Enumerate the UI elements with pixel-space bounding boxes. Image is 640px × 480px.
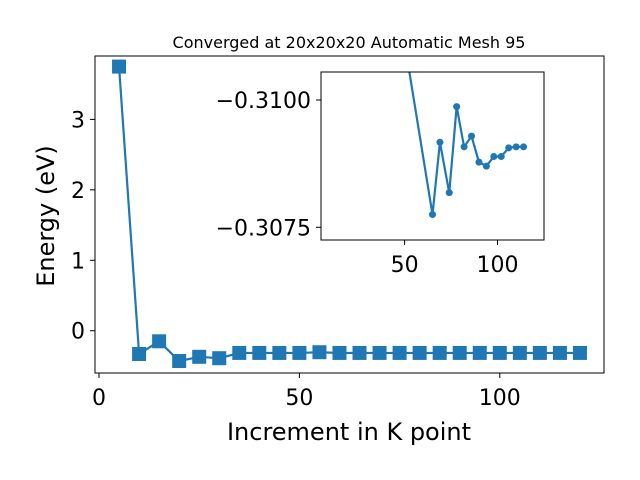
y-tick-label: 1 — [71, 249, 85, 274]
main-data-point — [192, 349, 207, 364]
main-data-point — [112, 59, 127, 74]
main-axes: 0 50 100 0 1 2 3 — [71, 55, 605, 411]
main-data-point — [232, 345, 247, 360]
inset-data-point — [429, 211, 436, 219]
main-data-point — [532, 345, 547, 360]
inset-data-point — [468, 132, 476, 140]
x-tick-label: 100 — [479, 386, 521, 411]
inset-x-tick-label: 50 — [391, 253, 419, 278]
main-data-point — [252, 345, 267, 360]
main-data-point — [492, 345, 507, 360]
main-data-point — [332, 345, 347, 360]
main-data-point — [372, 345, 387, 360]
inset-data-point — [482, 162, 490, 170]
inset-data-point — [497, 153, 505, 161]
inset-y-tick-label: −0.3075 — [216, 216, 311, 241]
x-tick-label: 0 — [92, 386, 106, 411]
inset-data-point — [512, 143, 520, 151]
main-data-point — [392, 345, 407, 360]
y-tick-label: 2 — [71, 179, 85, 204]
inset-axes: 50 100 −0.3100 −0.3075 — [216, 71, 545, 278]
inset-data-point — [460, 143, 468, 151]
main-data-point — [472, 345, 487, 360]
main-data-point — [552, 345, 567, 360]
main-data-point — [292, 345, 307, 360]
x-axis-title: Increment in K point — [227, 418, 471, 446]
inset-data-point — [445, 189, 453, 197]
main-data-point — [172, 354, 187, 369]
inset-y-tick-label: −0.3100 — [216, 89, 311, 114]
x-tick-label: 50 — [285, 386, 313, 411]
inset-data-point — [436, 138, 444, 146]
inset-x-tick-label: 100 — [477, 253, 519, 278]
y-tick-label: 3 — [71, 108, 85, 133]
main-data-point — [132, 346, 147, 361]
main-data-point — [212, 351, 227, 366]
main-data-point — [152, 334, 167, 349]
inset-data-point — [453, 103, 461, 111]
inset-plot-frame — [320, 71, 545, 241]
main-data-point — [272, 345, 287, 360]
inset-data-point — [475, 158, 483, 166]
main-data-point — [512, 345, 527, 360]
chart-title: Converged at 20x20x20 Automatic Mesh 95 — [173, 33, 526, 52]
inset-data-point — [490, 153, 498, 161]
main-data-point — [312, 345, 327, 360]
main-data-point — [352, 345, 367, 360]
main-data-point — [452, 345, 467, 360]
inset-data-point — [520, 143, 528, 151]
main-data-point — [572, 345, 587, 360]
main-plot-frame — [94, 55, 605, 374]
main-data-point — [412, 345, 427, 360]
y-axis-title: Energy (eV) — [32, 145, 60, 287]
inset-data-point — [505, 144, 513, 152]
y-tick-label: 0 — [71, 320, 85, 345]
main-data-point — [432, 345, 447, 360]
